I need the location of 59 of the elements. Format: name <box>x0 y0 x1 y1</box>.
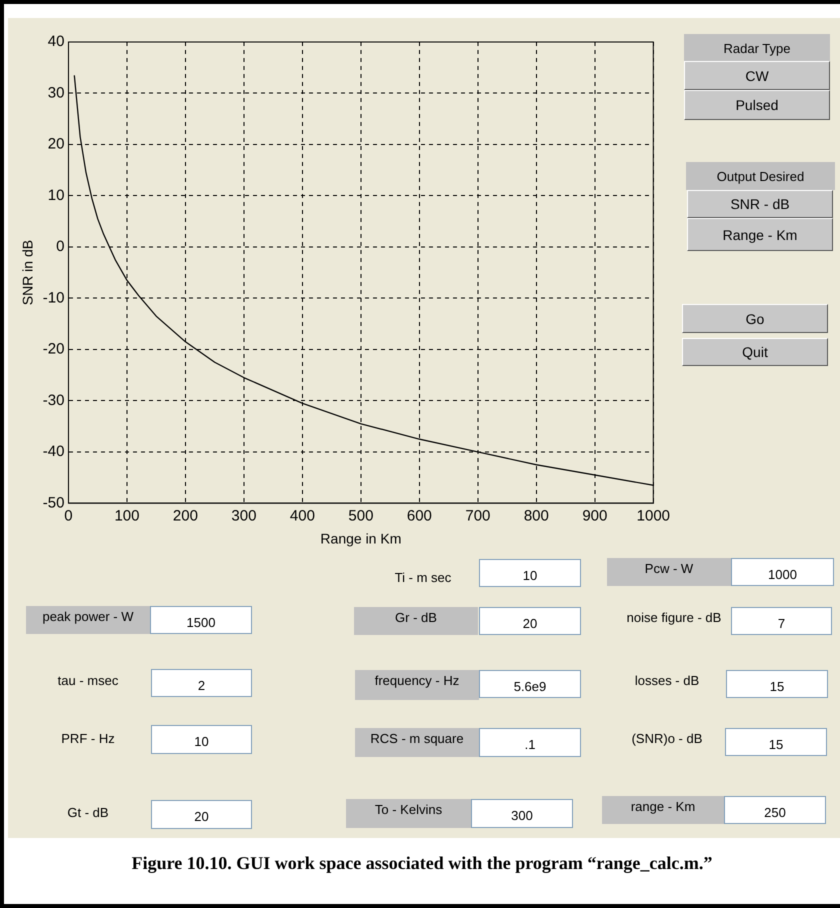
y-tick-label: -30 <box>42 392 64 409</box>
x-tick-label: 300 <box>231 507 256 524</box>
text: 7 <box>731 607 832 635</box>
x-tick-label: 400 <box>290 507 315 524</box>
text: Quit <box>682 338 828 366</box>
text: range - Km <box>602 796 724 824</box>
y-tick-label: -50 <box>42 494 64 512</box>
text: Pulsed <box>684 90 830 120</box>
y-tick-label: 0 <box>56 238 64 256</box>
y-axis-title: SNR in dB <box>19 240 36 306</box>
text: Gr - dB <box>354 607 478 635</box>
text: Radar Type <box>684 34 830 62</box>
text: 1500 <box>150 606 252 634</box>
x-axis-title: Range in Km <box>320 530 402 546</box>
x-tick-label: 700 <box>465 507 490 524</box>
text: losses - dB <box>634 672 700 690</box>
text: 20 <box>151 800 252 829</box>
y-tick-label: 30 <box>48 84 64 102</box>
text: 250 <box>724 796 826 824</box>
text: Range - Km <box>687 218 833 251</box>
text: peak power - W <box>26 606 150 634</box>
text: RCS - m square <box>355 728 479 757</box>
text: PRF - Hz <box>60 730 116 748</box>
text: 2 <box>151 669 252 697</box>
text: To - Kelvins <box>346 799 471 828</box>
text: noise figure - dB <box>626 609 722 627</box>
text: Gt - dB <box>66 804 110 822</box>
text: Go <box>682 304 828 333</box>
text: 15 <box>725 728 827 756</box>
text: 1000 <box>731 558 834 586</box>
x-tick-label: 900 <box>582 507 608 524</box>
x-tick-label: 500 <box>348 507 374 524</box>
x-tick-label: 200 <box>172 507 198 524</box>
y-tick-label: -40 <box>42 443 64 460</box>
text: 10 <box>151 725 252 754</box>
y-tick-label: -10 <box>42 289 64 306</box>
text: 300 <box>471 799 573 828</box>
text: tau - msec <box>56 672 120 690</box>
x-tick-label: 1000 <box>636 507 670 524</box>
text: 5.6e9 <box>479 670 581 698</box>
x-tick-label: 800 <box>524 507 549 524</box>
text: Pcw - W <box>607 558 731 586</box>
text: Ti - m sec <box>394 569 452 587</box>
y-tick-label: 40 <box>48 33 64 50</box>
x-tick-label: 600 <box>406 507 432 524</box>
text: 20 <box>479 607 581 635</box>
y-tick-label: -20 <box>42 340 64 358</box>
text: SNR - dB <box>687 190 833 218</box>
text: 10 <box>479 559 581 587</box>
text: 15 <box>726 670 828 698</box>
text: Output Desired <box>686 162 835 190</box>
x-tick-label: 100 <box>114 507 140 524</box>
text: frequency - Hz <box>355 670 479 700</box>
text: CW <box>684 61 830 90</box>
text: .1 <box>479 728 581 757</box>
caption: Figure 10.10. GUI work space associated with the program “range_calc.m.” <box>130 852 714 875</box>
text: (SNR)o - dB <box>630 730 704 748</box>
y-tick-label: 20 <box>48 136 64 153</box>
y-tick-label: 10 <box>48 186 64 204</box>
